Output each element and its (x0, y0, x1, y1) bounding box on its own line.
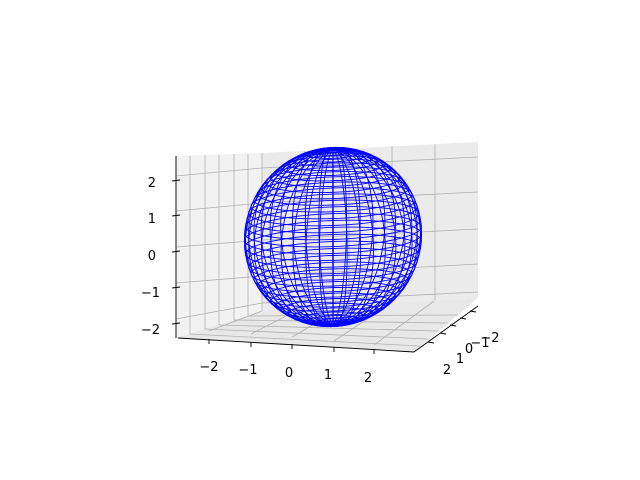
y-tick-mark (427, 341, 435, 344)
parallel-line (269, 286, 397, 312)
grid-line (175, 275, 263, 284)
y-tick-label: 0 (465, 342, 473, 357)
y-axis-line (413, 305, 479, 353)
grid-line (261, 291, 479, 304)
x-tick-label: −2 (199, 360, 218, 375)
parallel-line (244, 206, 422, 241)
grid-line (175, 302, 263, 320)
z-tick-mark (171, 286, 181, 289)
y-tick-label: 2 (443, 363, 451, 378)
z-tick-label: 1 (148, 212, 156, 227)
parallel-line (280, 297, 386, 319)
x-tick-label: 1 (324, 368, 332, 383)
y-tick-mark (469, 310, 477, 313)
parallel-line (244, 212, 422, 248)
parallel-line (325, 323, 341, 327)
z-tick-label: 2 (148, 176, 156, 191)
parallel-line (244, 233, 422, 268)
parallel-line (253, 261, 413, 293)
z-tick-mark (171, 179, 181, 182)
y-tick-label: −2 (480, 331, 499, 346)
parallel-line (292, 307, 374, 324)
grid-line (175, 239, 263, 248)
parallel-line (244, 226, 422, 262)
parallel-line (280, 155, 386, 177)
y-tick-mark (459, 317, 467, 320)
z-tick-mark (171, 322, 181, 325)
axes (171, 156, 479, 354)
z-tick-label: −1 (141, 286, 160, 301)
grid-line (175, 202, 263, 212)
y-tick-mark (439, 332, 447, 335)
grid-line (261, 191, 479, 204)
x-tick-label: 0 (285, 366, 293, 381)
x-tick-label: −1 (238, 363, 257, 378)
x-axis-line (177, 337, 415, 353)
parallel-line (248, 193, 418, 227)
grid-line (208, 310, 263, 332)
parallel-line (250, 254, 416, 287)
parallel-line (256, 268, 410, 298)
parallel-line (265, 280, 401, 308)
back-pane (262, 142, 478, 311)
grid-line (261, 263, 479, 277)
parallel-line (246, 240, 420, 275)
grid-line (204, 328, 429, 340)
y-tick-label: 1 (456, 352, 464, 367)
parallel-line (305, 147, 361, 159)
parallel-line (286, 152, 380, 172)
parallel-line (246, 199, 420, 234)
x-tick-label: 2 (364, 371, 372, 386)
parallel-line (318, 320, 348, 328)
z-tick-mark (171, 250, 181, 253)
parallel-line (274, 292, 392, 316)
parallel-line (311, 318, 355, 328)
parallel-line (243, 219, 423, 255)
parallel-line (260, 274, 406, 303)
z-tick-label: −2 (141, 323, 160, 338)
z-tick-mark (171, 214, 181, 217)
grid-line (218, 324, 439, 332)
y-tick-mark (449, 324, 457, 327)
parallel-line (286, 302, 380, 322)
ellipsoid-wireframe (243, 146, 423, 328)
grid-line (373, 300, 435, 346)
y-tick-label: −1 (470, 336, 489, 351)
parallel-line (248, 247, 418, 281)
z-tick-label: 0 (148, 249, 156, 264)
grid-line (175, 167, 263, 177)
parallel-line (250, 187, 416, 220)
grid-line (189, 333, 421, 347)
